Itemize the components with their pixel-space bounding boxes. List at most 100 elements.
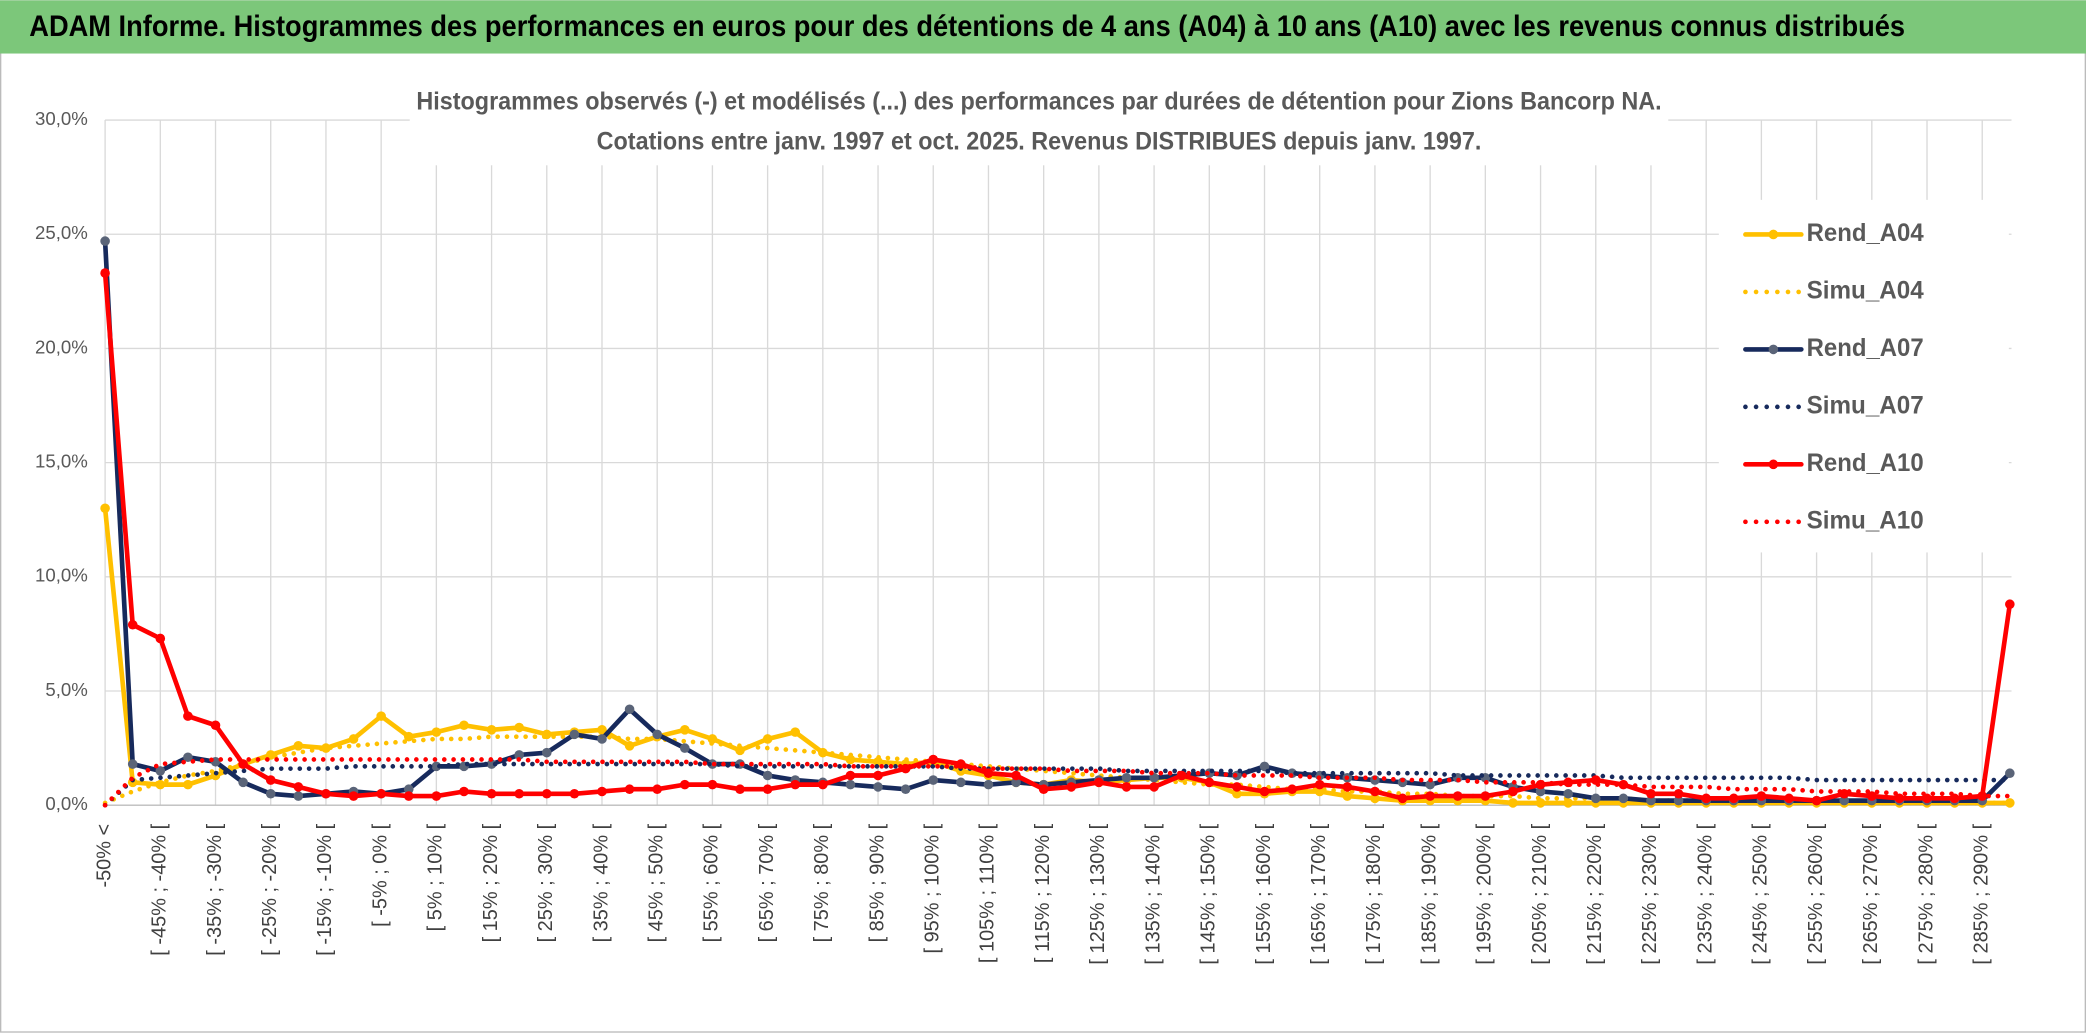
data-point [680,725,690,735]
x-tick-label: [ 185% ; 190% [ [1418,823,1440,964]
legend-label: Simu_A07 [1807,392,1924,420]
data-point [983,768,994,779]
x-tick-label: [ 5% ; 10% [ [425,823,447,931]
data-point [928,754,939,765]
data-point [293,741,304,751]
data-point [1397,793,1408,804]
legend-marker [1768,459,1779,470]
data-point [431,727,442,737]
data-point [928,775,939,785]
x-tick-label: [ 265% ; 270% [ [1860,823,1882,964]
data-point [431,791,442,801]
legend-label: Simu_A04 [1807,277,1924,305]
data-point [790,727,801,737]
data-point [1811,795,1822,806]
data-point [845,779,856,790]
data-point [680,743,690,753]
data-point [873,757,883,767]
legend-marker [1768,229,1779,240]
data-point [597,734,607,744]
data-point [486,759,497,769]
data-point [403,731,414,742]
data-point [1066,782,1077,792]
data-point [652,729,662,740]
x-tick-label: [ 35% ; 40% [ [590,823,612,942]
legend-label: Rend_A07 [1807,334,1924,362]
x-tick-label: [ 255% ; 260% [ [1805,823,1827,964]
data-point [1259,761,1270,772]
data-point [1149,782,1159,792]
data-point [1011,777,1021,788]
data-point [238,777,248,788]
legend-label: Simu_A10 [1807,506,1924,534]
x-tick-label: [ 215% ; 220% [ [1584,823,1606,964]
data-point [376,711,386,721]
data-point [321,788,331,799]
data-point [707,779,718,790]
data-point [1232,782,1242,792]
data-point [1756,791,1767,801]
x-tick-label: [ 285% ; 290% [ [1970,823,1992,964]
data-point [1038,784,1049,794]
data-point [2005,798,2015,808]
chart-subtitle: Cotations entre janv. 1997 et oct. 2025.… [597,127,1482,155]
plot [100,236,2015,808]
y-tick-label: 10,0% [35,565,88,586]
data-point [459,720,469,731]
x-tick-label: -50% < [93,824,115,888]
data-point [1425,779,1435,790]
x-tick-label: [ 115% ; 120% [ [1032,823,1054,963]
x-tick-label: [ 135% ; 140% [ [1142,823,1164,964]
x-tick-label: [ 75% ; 80% [ [811,823,833,942]
legend-marker [1768,344,1779,355]
data-point [762,770,773,781]
x-tick-label: [ 125% ; 130% [ [1087,823,1109,964]
data-point [403,791,414,801]
x-tick-label: [ 55% ; 60% [ [701,823,723,942]
data-point [1618,793,1629,804]
data-point [762,784,773,794]
x-tick-label: [ -5% ; 0% [ [369,823,391,927]
data-point [183,752,193,763]
data-point [541,747,552,758]
data-point [845,770,856,781]
x-tick-label: [ 165% ; 170% [ [1308,823,1330,964]
grid: 0,0% 5,0% 10,0% 15,0% 20,0% 25,0% 30,0% -50% < [… [35,108,2012,965]
data-point [1894,793,1905,804]
data-point [1259,786,1270,797]
x-tick-label: [ 205% ; 210% [ [1529,823,1551,964]
y-tick-label: 15,0% [35,451,88,472]
x-tick-label: [ 225% ; 230% [ [1639,823,1661,964]
x-tick-label: [ 235% ; 240% [ [1694,823,1716,964]
header-bar [0,0,2086,54]
data-point [624,741,635,751]
data-point [2005,599,2015,610]
x-tick-label: [ 65% ; 70% [ [756,823,778,942]
series-line [102,757,2013,808]
data-point [348,734,359,744]
data-point [735,745,745,756]
data-point [127,619,138,630]
series-line [102,270,2013,803]
data-point [680,779,690,790]
y-tick-label: 25,0% [35,222,88,243]
x-tick-label: [ -25% ; -20% [ [259,823,281,955]
data-point [818,779,828,790]
data-point [762,734,773,744]
x-tick-label: [ 95% ; 100% [ [922,823,944,953]
x-tick-label: [ 105% ; 110% [ [977,823,999,963]
data-point [183,711,193,721]
data-point [873,782,883,792]
data-point [486,788,497,799]
data-point [100,268,110,278]
data-point [1673,795,1684,806]
data-point [1342,782,1353,792]
x-tick-label: [ 155% ; 160% [ [1253,823,1275,964]
data-point [1839,795,1849,806]
data-point [1314,779,1325,790]
data-point [1867,791,1877,801]
data-point [1646,788,1656,799]
data-point [1452,791,1463,801]
x-tick-label: [ 175% ; 180% [ [1363,823,1385,964]
